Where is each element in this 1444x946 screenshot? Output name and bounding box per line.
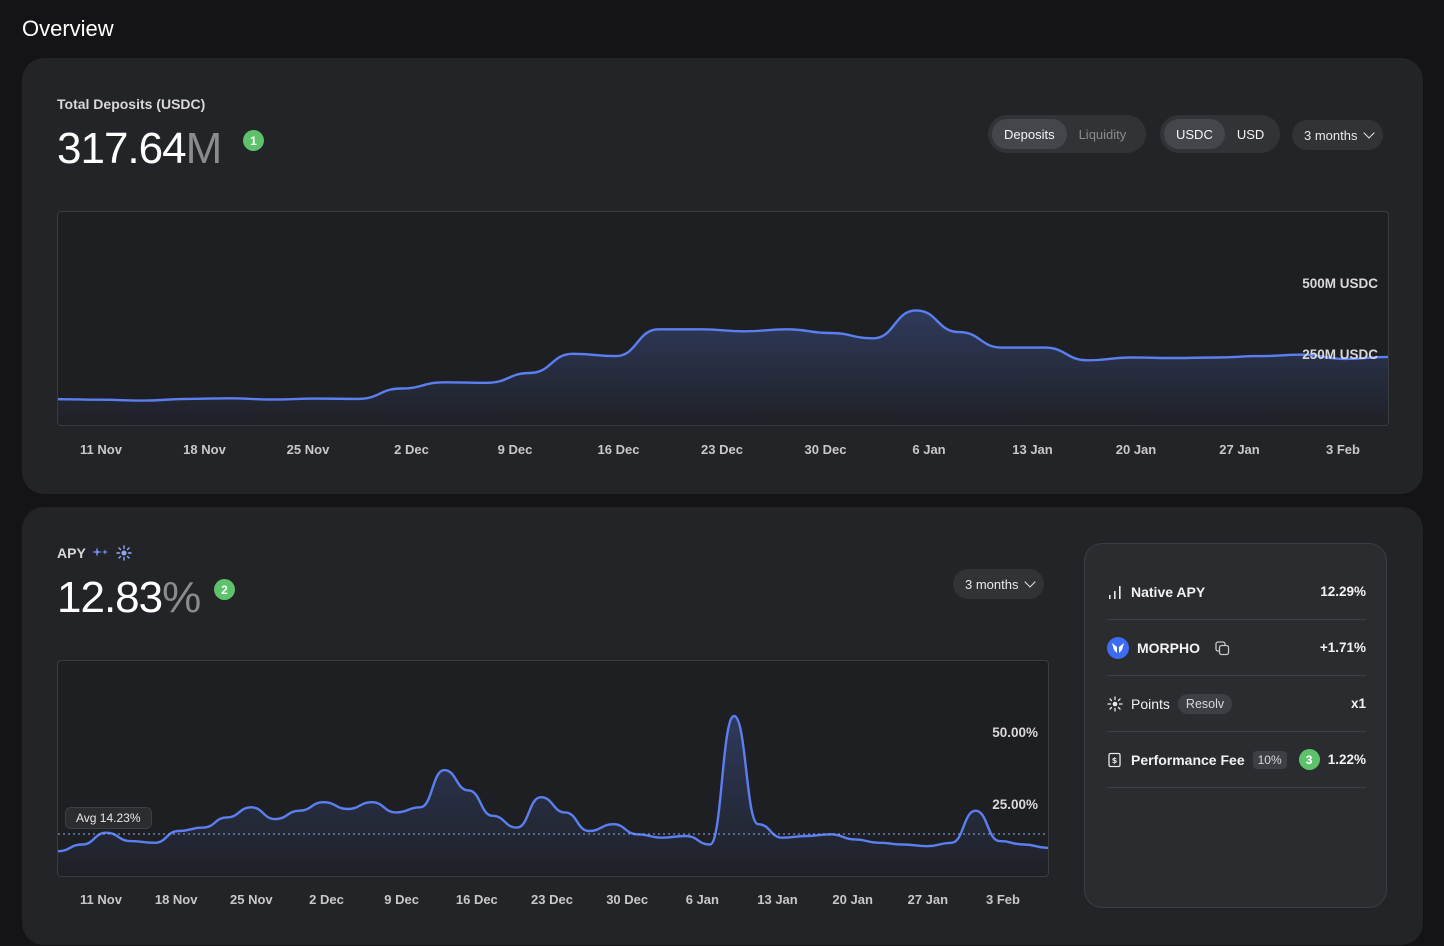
fee-percent-chip: 10%	[1252, 750, 1287, 769]
chart-area-fill	[58, 310, 1388, 425]
resolv-chip: Resolv	[1177, 693, 1233, 714]
apy-badge: 2	[214, 579, 235, 600]
native-apy-label: Native APY	[1131, 583, 1206, 600]
chevron-down-icon	[1363, 127, 1376, 139]
x-axis-tick-label: 23 Dec	[531, 892, 573, 907]
x-axis-tick-label: 6 Jan	[685, 892, 719, 907]
morpho-label: MORPHO	[1137, 639, 1200, 656]
metric-toggle: Deposits Liquidity	[988, 115, 1146, 153]
x-axis-tick-label: 11 Nov	[80, 892, 122, 907]
apy-label: APY	[57, 545, 86, 561]
x-axis-tick-label: 11 Nov	[80, 442, 122, 457]
apy-range-dropdown[interactable]: 3 months	[953, 569, 1045, 599]
deposits-value: 317.64M	[57, 124, 223, 174]
receipt-icon: $	[1108, 752, 1121, 767]
x-axis-tick-label: 30 Dec	[606, 892, 649, 907]
x-axis-tick-label: 9 Dec	[497, 442, 533, 457]
x-axis-tick-label: 13 Jan	[757, 892, 798, 907]
deposits-range-dropdown[interactable]: 3 months	[1292, 120, 1384, 150]
deposits-y-label-500: 500M USDC	[1302, 276, 1378, 291]
deposits-label: Total Deposits (USDC)	[57, 96, 206, 112]
deposits-value-number: 317.64	[57, 124, 187, 173]
apy-value-unit: %	[162, 573, 201, 622]
x-axis-tick-label: 3 Feb	[1326, 442, 1360, 457]
toggle-liquidity[interactable]: Liquidity	[1078, 126, 1127, 142]
x-axis-tick-label: 2 Dec	[394, 442, 429, 457]
x-axis-tick-label: 18 Nov	[183, 442, 226, 457]
apy-value: 12.83%	[57, 573, 201, 623]
x-axis-tick-label: 2 Dec	[309, 892, 344, 907]
sparkles-icon	[91, 547, 108, 557]
fee-label: Performance Fee	[1131, 751, 1245, 768]
toggle-usdc[interactable]: USDC	[1164, 119, 1225, 149]
page-title: Overview	[22, 16, 114, 41]
toggle-usd[interactable]: USD	[1236, 126, 1265, 142]
deposits-chart-svg	[58, 309, 1388, 425]
x-axis-tick-label: 27 Jan	[1219, 442, 1260, 457]
avg-apy-pill: Avg 14.23%	[65, 807, 152, 829]
apy-card: APY 12.83% 2 3 months 50.00% 25.00% Avg …	[22, 507, 1423, 945]
apy-value-number: 12.83	[57, 573, 163, 622]
x-axis-tick-label: 23 Dec	[701, 442, 743, 457]
toggle-deposits[interactable]: Deposits	[992, 119, 1067, 149]
morpho-logo-icon	[1107, 636, 1129, 659]
sparkle-burst-icon	[116, 545, 132, 561]
apy-label-row: APY	[57, 545, 132, 561]
breakdown-native-row: Native APY 12.29%	[1107, 564, 1366, 620]
bar-chart-icon	[1109, 585, 1121, 599]
points-value: x1	[1350, 696, 1366, 711]
apy-y-label-25: 25.00%	[992, 797, 1038, 812]
fee-value: 1.22%	[1327, 752, 1366, 767]
x-axis-tick-label: 20 Jan	[832, 892, 873, 907]
morpho-value: +1.71%	[1319, 640, 1366, 655]
x-axis-tick-label: 18 Nov	[154, 892, 198, 907]
x-axis-tick-label: 6 Jan	[912, 442, 946, 457]
native-apy-value: 12.29%	[1320, 584, 1366, 599]
apy-chart: 50.00% 25.00% Avg 14.23%	[57, 660, 1049, 877]
deposits-card: Total Deposits (USDC) 317.64M 1 Deposits…	[22, 58, 1423, 494]
apy-y-label-50: 50.00%	[992, 725, 1038, 740]
deposits-range-label: 3 months	[1304, 127, 1358, 143]
x-axis-tick-label: 25 Nov	[230, 892, 273, 907]
breakdown-points-row: Points Resolv x1	[1107, 676, 1366, 732]
x-axis-tick-label: 16 Dec	[597, 442, 640, 457]
copy-icon[interactable]	[1214, 640, 1230, 656]
apy-chart-svg	[58, 714, 1048, 876]
breakdown-fee-row: $ Performance Fee 10% 3 1.22%	[1107, 732, 1366, 788]
deposits-chart: 500M USDC 250M USDC	[57, 211, 1389, 426]
svg-text:$: $	[1112, 756, 1118, 765]
deposits-badge: 1	[243, 130, 264, 151]
x-axis-tick-label: 3 Feb	[986, 892, 1020, 907]
x-axis-tick-label: 9 Dec	[384, 892, 420, 907]
chart-area-fill	[58, 716, 1048, 876]
x-axis-tick-label: 30 Dec	[804, 442, 847, 457]
currency-toggle: USDC USD	[1160, 115, 1280, 153]
x-axis-tick-label: 25 Nov	[286, 442, 330, 457]
sparkle-burst-icon	[1107, 695, 1123, 712]
breakdown-morpho-row: MORPHO +1.71%	[1107, 620, 1366, 676]
x-axis-tick-label: 27 Jan	[907, 892, 949, 907]
apy-breakdown-panel: Native APY 12.29% MORPHO +1.71%	[1084, 543, 1387, 908]
chevron-down-icon	[1024, 576, 1037, 588]
points-label: Points	[1131, 695, 1170, 712]
deposits-y-label-250: 250M USDC	[1302, 347, 1378, 362]
x-axis-tick-label: 13 Jan	[1012, 442, 1053, 457]
x-axis-tick-label: 20 Jan	[1115, 442, 1157, 457]
chart-series-line	[58, 309, 1388, 402]
apy-range-label: 3 months	[965, 576, 1019, 592]
deposits-value-unit: M	[185, 124, 223, 173]
fee-badge: 3	[1298, 749, 1320, 770]
x-axis-tick-label: 16 Dec	[455, 892, 498, 907]
